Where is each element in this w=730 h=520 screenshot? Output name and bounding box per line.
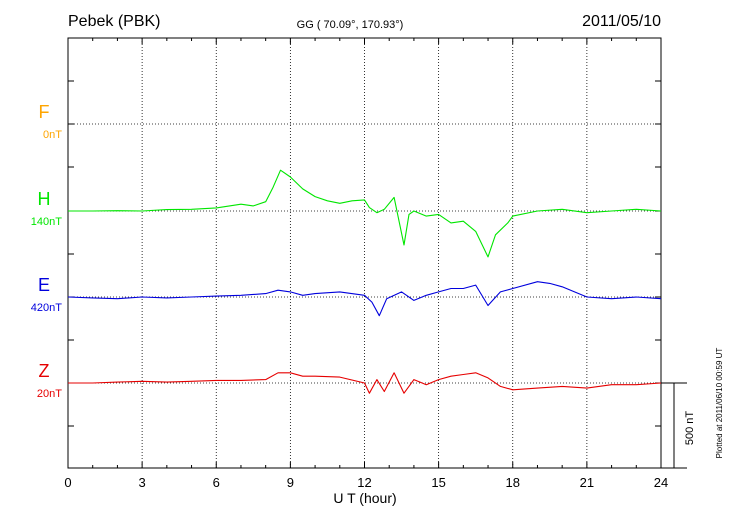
series-line-h bbox=[68, 169, 662, 258]
scale-bar-label: 500 nT bbox=[684, 411, 696, 446]
series-offset-z: 20nT bbox=[37, 388, 62, 400]
series-label-e: E bbox=[38, 275, 50, 295]
scale-bar: 500 nT bbox=[661, 382, 696, 469]
x-tick-label: 18 bbox=[506, 475, 520, 490]
grid-lines bbox=[68, 38, 661, 468]
series-labels: F 0nT H 140nT E 420nT Z 20nT bbox=[31, 102, 62, 400]
x-tick-label: 21 bbox=[580, 475, 594, 490]
plot-frame bbox=[67, 37, 662, 469]
x-tick-label: 6 bbox=[213, 475, 220, 490]
chart-title: Pebek (PBK) bbox=[68, 13, 160, 30]
series-label-h: H bbox=[38, 189, 51, 209]
x-tick-label: 24 bbox=[654, 475, 668, 490]
x-tick-label: 12 bbox=[357, 475, 371, 490]
x-tick-label: 15 bbox=[431, 475, 445, 490]
x-tick-label: 3 bbox=[139, 475, 146, 490]
series-offset-f: 0nT bbox=[43, 129, 62, 141]
series-label-z: Z bbox=[39, 361, 50, 381]
axis-ticks: 0 3 6 9 12 15 18 21 24 bbox=[64, 37, 668, 490]
x-axis-label: U T (hour) bbox=[333, 490, 396, 506]
series-offset-h: 140nT bbox=[31, 216, 62, 228]
x-tick-label: 0 bbox=[64, 475, 71, 490]
x-tick-label: 9 bbox=[287, 475, 294, 490]
series-label-f: F bbox=[39, 102, 50, 122]
series-layer bbox=[67, 169, 662, 394]
series-line-e bbox=[67, 281, 662, 317]
chart-date: 2011/05/10 bbox=[582, 13, 661, 30]
series-line-z bbox=[68, 372, 662, 394]
series-offset-e: 420nT bbox=[31, 302, 62, 314]
station-coords: GG ( 70.09°, 170.93°) bbox=[297, 19, 404, 31]
plotted-note: Plotted at 2011/06/10 00:59 UT bbox=[715, 348, 724, 459]
